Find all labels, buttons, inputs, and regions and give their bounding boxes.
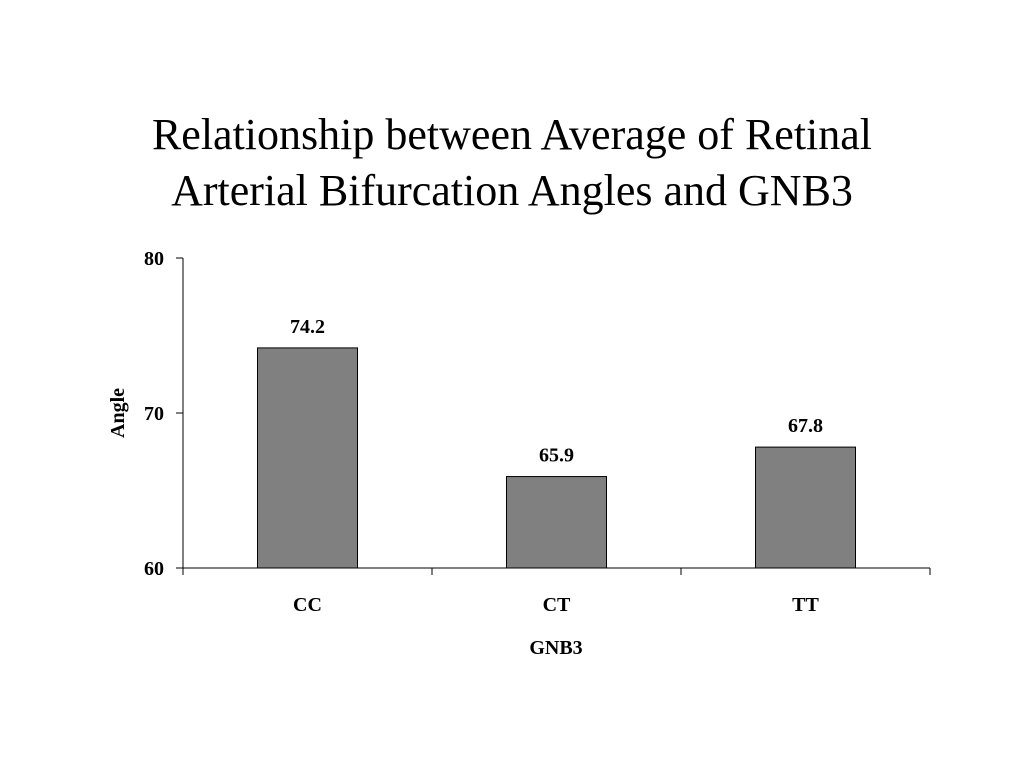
- data-label-ct: 65.9: [539, 445, 574, 467]
- y-axis-label: Angle: [107, 388, 129, 438]
- bar-tt: [755, 446, 856, 569]
- labels: 60 70 80 74.2 CC 65.9 CT 67.8 TT: [144, 248, 823, 616]
- data-label-cc: 74.2: [290, 316, 325, 338]
- y-tick-label: 70: [144, 403, 164, 425]
- y-tick-label: 80: [144, 248, 164, 270]
- x-tick-label-ct: CT: [543, 594, 571, 616]
- x-tick-label-cc: CC: [293, 594, 322, 616]
- x-tick-label-tt: TT: [792, 594, 819, 616]
- bar-cc: [257, 347, 358, 569]
- chart-title: Relationship between Average of Retinal …: [40, 107, 984, 219]
- bar-ct: [506, 476, 607, 569]
- chart-title-line-2: Arterial Bifurcation Angles and GNB3: [171, 166, 853, 216]
- data-label-tt: 67.8: [788, 415, 823, 437]
- bars: [257, 347, 856, 569]
- x-axis-label: GNB3: [529, 637, 582, 659]
- y-tick-label: 60: [144, 558, 164, 580]
- chart-title-line-1: Relationship between Average of Retinal: [151, 110, 873, 160]
